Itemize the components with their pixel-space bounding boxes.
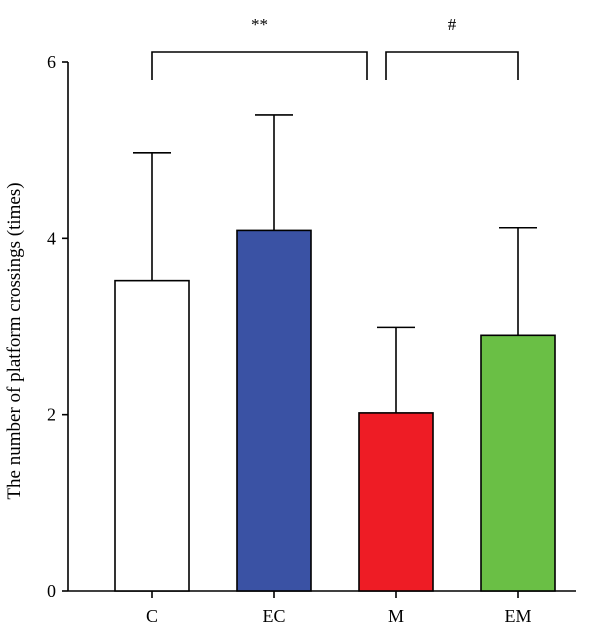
bars (114, 114, 556, 592)
significance-annotations: ** # (151, 15, 519, 80)
significance-bracket (151, 51, 368, 80)
significance-label: # (448, 15, 457, 34)
bar-m (358, 412, 434, 592)
significance-bracket (385, 51, 519, 80)
bar-c (114, 279, 190, 592)
y-tick-label: 2 (47, 405, 56, 425)
x-tick-label: C (146, 606, 158, 626)
x-tick-label: M (388, 606, 404, 626)
bar-em (480, 334, 556, 592)
x-tick-label: EM (505, 606, 532, 626)
y-tick-label: 4 (47, 228, 56, 248)
y-tick-label: 0 (47, 581, 56, 601)
y-axis-label: The number of platform crossings (times) (4, 182, 25, 499)
x-tick-label: EC (262, 606, 285, 626)
bar-ec (236, 229, 312, 592)
significance-label: ** (251, 15, 268, 34)
y-tick-label: 6 (47, 52, 56, 72)
